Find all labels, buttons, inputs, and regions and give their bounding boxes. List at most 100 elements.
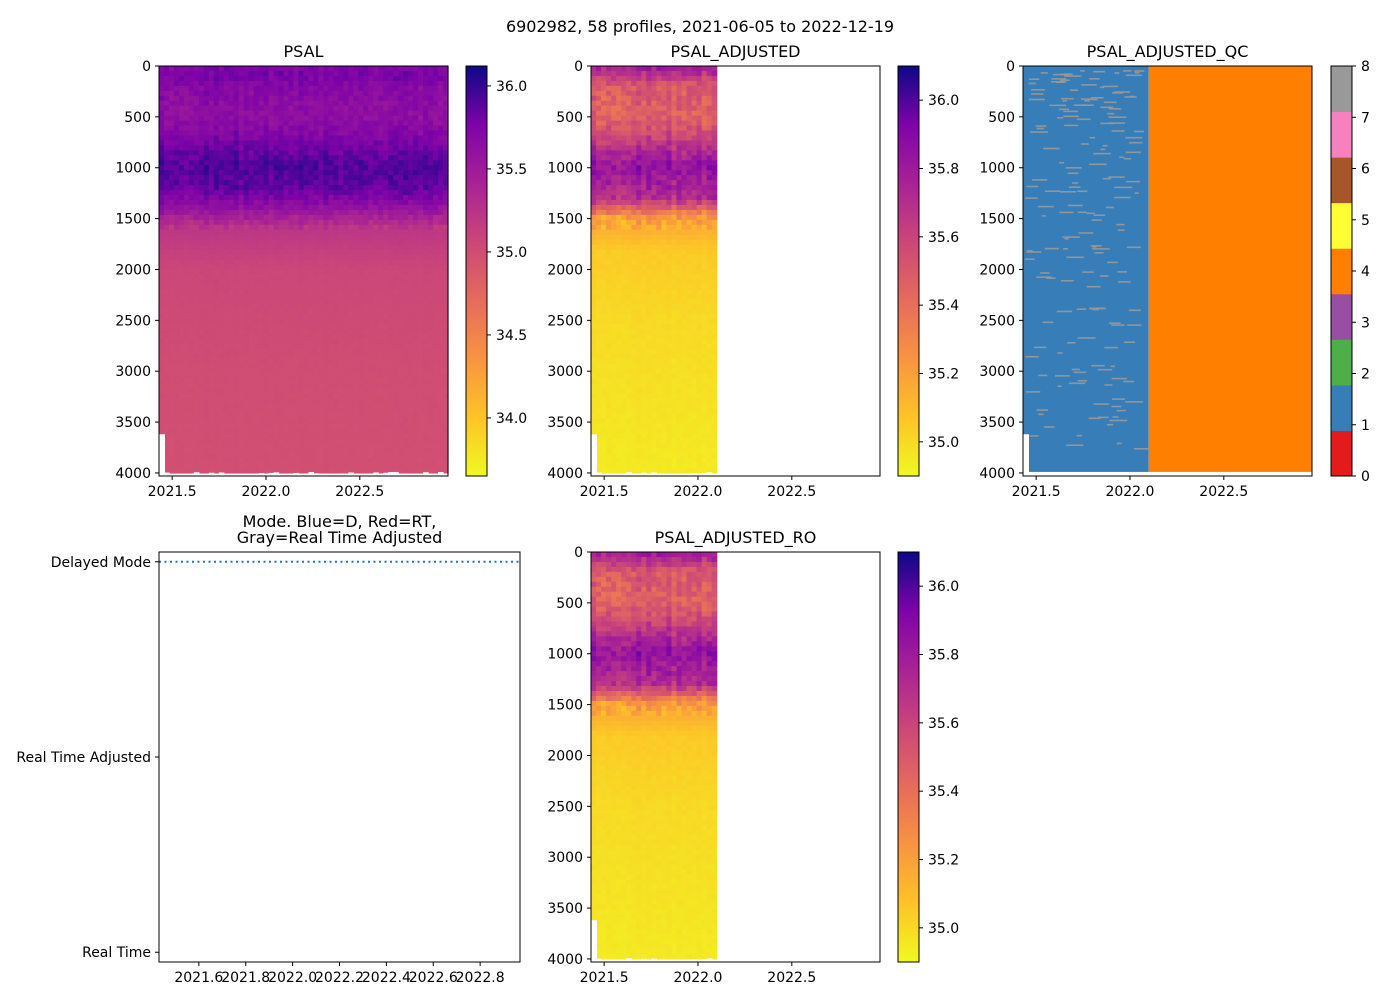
heatmap-cell <box>333 324 339 330</box>
heatmap-cell <box>243 224 250 231</box>
heatmap-cell <box>198 378 205 385</box>
heatmap-cell <box>213 448 220 454</box>
heatmap-cell <box>443 120 449 127</box>
heatmap-cell <box>298 299 305 305</box>
heatmap-cell <box>318 229 325 236</box>
heatmap-cell <box>393 319 399 325</box>
heatmap-cell <box>248 329 255 335</box>
heatmap-cell <box>313 408 320 414</box>
heatmap-cell <box>363 338 369 345</box>
heatmap-cell <box>423 219 429 226</box>
heatmap-cell <box>343 438 349 444</box>
heatmap-cell <box>333 284 339 290</box>
heatmap-cell <box>378 90 384 97</box>
heatmap-cell <box>443 190 449 196</box>
heatmap-cell <box>183 448 190 454</box>
heatmap-cell <box>433 333 439 340</box>
heatmap-cell <box>328 244 334 251</box>
heatmap-cell <box>183 229 190 236</box>
heatmap-cell <box>373 80 379 87</box>
heatmap-cell <box>268 448 275 454</box>
heatmap-cell <box>348 304 354 310</box>
heatmap-cell <box>228 438 235 444</box>
heatmap-cell <box>168 314 175 320</box>
heatmap-cell <box>268 333 275 340</box>
heatmap-cell <box>273 463 280 469</box>
heatmap-cell <box>433 75 439 82</box>
heatmap-cell <box>298 150 305 156</box>
heatmap-cell <box>268 130 275 137</box>
heatmap-cell <box>213 319 220 325</box>
heatmap-cell <box>163 333 170 340</box>
heatmap-cell <box>363 229 369 236</box>
heatmap-cell <box>188 70 195 77</box>
heatmap-cell <box>258 175 265 181</box>
heatmap-cell <box>383 115 389 122</box>
heatmap-cell <box>193 259 200 266</box>
heatmap-cell <box>323 100 330 107</box>
heatmap-cell <box>443 170 449 176</box>
heatmap-cell <box>353 160 359 166</box>
heatmap-cell <box>323 314 330 320</box>
heatmap-cell <box>233 438 240 444</box>
heatmap-cell <box>163 443 170 449</box>
heatmap-cell <box>403 95 409 102</box>
heatmap-cell <box>203 324 210 330</box>
heatmap-cell <box>173 219 180 226</box>
heatmap-cell <box>313 254 320 261</box>
heatmap-cell <box>413 368 419 375</box>
heatmap-cell <box>383 274 389 280</box>
heatmap-cell <box>433 66 439 72</box>
heatmap-cell <box>283 289 290 295</box>
heatmap-cell <box>303 333 310 340</box>
heatmap-cell <box>228 408 235 414</box>
heatmap-cell <box>188 398 195 405</box>
heatmap-cell <box>338 105 344 112</box>
heatmap-cell <box>423 343 429 350</box>
heatmap-cell <box>373 289 379 295</box>
heatmap-cell <box>273 423 280 429</box>
heatmap-cell <box>288 224 295 231</box>
heatmap-cell <box>203 249 210 256</box>
heatmap-cell <box>408 155 414 161</box>
heatmap-cell <box>288 314 295 320</box>
heatmap-cell <box>298 453 305 459</box>
heatmap-cell <box>183 100 190 107</box>
heatmap-cell <box>263 234 270 241</box>
heatmap-cell <box>208 279 215 285</box>
heatmap-cell <box>233 304 240 310</box>
heatmap-cell <box>358 219 364 226</box>
heatmap-cell <box>323 259 330 266</box>
heatmap-cell <box>278 408 285 414</box>
heatmap-cell <box>378 438 384 444</box>
heatmap-cell <box>223 170 230 176</box>
heatmap-cell <box>413 66 419 72</box>
heatmap-cell <box>258 467 265 474</box>
heatmap-cell <box>178 70 185 77</box>
heatmap-cell <box>183 398 190 405</box>
heatmap-cell <box>343 185 349 191</box>
heatmap-cell <box>343 358 349 365</box>
heatmap-cell <box>213 254 220 261</box>
heatmap-cell <box>328 90 334 97</box>
heatmap-cell <box>163 353 170 360</box>
heatmap-cell <box>178 66 185 72</box>
heatmap-cell <box>228 175 235 181</box>
heatmap-cell <box>293 85 300 92</box>
heatmap-cell <box>443 388 449 395</box>
heatmap-cell <box>338 299 344 305</box>
heatmap-cell <box>318 180 325 186</box>
heatmap-cell <box>318 259 325 266</box>
heatmap-cell <box>408 239 414 246</box>
heatmap-cell <box>368 165 374 171</box>
heatmap-cell <box>238 130 245 137</box>
heatmap-cell <box>591 294 597 300</box>
heatmap-cell <box>243 180 250 186</box>
heatmap-cell <box>358 150 364 156</box>
heatmap-cell <box>348 170 354 176</box>
heatmap-cell <box>293 264 300 271</box>
colorbar-tick-label: 35.5 <box>496 162 527 178</box>
heatmap-cell <box>328 373 334 380</box>
heatmap-cell <box>163 170 170 176</box>
heatmap-cell <box>343 294 349 300</box>
